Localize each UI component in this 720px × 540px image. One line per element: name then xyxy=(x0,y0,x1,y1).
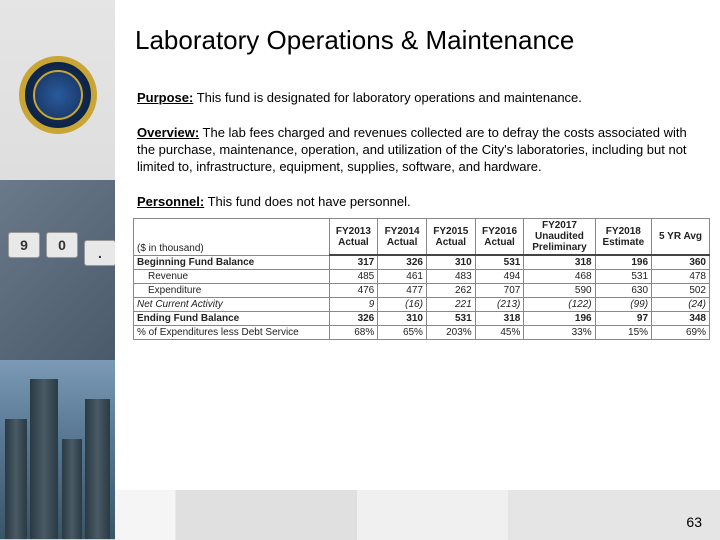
table-cell: 478 xyxy=(652,270,710,284)
table-cell: 360 xyxy=(652,255,710,270)
city-seal-icon xyxy=(19,56,97,134)
table-cell: 45% xyxy=(475,326,524,340)
table-row: Revenue485461483494468531478 xyxy=(134,270,710,284)
table-cell: 69% xyxy=(652,326,710,340)
table-row: Ending Fund Balance32631053131819697348 xyxy=(134,312,710,326)
table-cell: 15% xyxy=(595,326,651,340)
purpose-text: This fund is designated for laboratory o… xyxy=(193,90,582,105)
overview-label: Overview: xyxy=(137,125,199,140)
table-cell: (16) xyxy=(378,298,427,312)
table-cell: (24) xyxy=(652,298,710,312)
building-icon xyxy=(5,419,27,539)
overview-paragraph: Overview: The lab fees charged and reven… xyxy=(115,107,720,176)
table-cell: 203% xyxy=(426,326,475,340)
table-cell: 468 xyxy=(524,270,595,284)
table-cell: (122) xyxy=(524,298,595,312)
sidebar-image-skyline xyxy=(0,360,115,540)
calc-key-icon: 9 xyxy=(8,232,40,258)
sidebar-image-calculator: 90. xyxy=(0,180,115,360)
table-col-header: FY2014Actual xyxy=(378,219,427,256)
personnel-text: This fund does not have personnel. xyxy=(204,194,410,209)
table-col-header: FY2013Actual xyxy=(329,219,378,256)
table-row-label: % of Expenditures less Debt Service xyxy=(134,326,330,340)
table-cell: 483 xyxy=(426,270,475,284)
calc-key-icon: 0 xyxy=(46,232,78,258)
table-cell: 262 xyxy=(426,284,475,298)
table-cell: 590 xyxy=(524,284,595,298)
footer-bar xyxy=(115,490,720,540)
table-cell: 630 xyxy=(595,284,651,298)
table-cell: 68% xyxy=(329,326,378,340)
sidebar-image-seal xyxy=(0,0,115,180)
table-cell: 196 xyxy=(524,312,595,326)
table-cell: (213) xyxy=(475,298,524,312)
table-row: Beginning Fund Balance317326310531318196… xyxy=(134,255,710,270)
table-cell: 494 xyxy=(475,270,524,284)
table-col-header: FY2018Estimate xyxy=(595,219,651,256)
table-cell: 196 xyxy=(595,255,651,270)
table-cell: 310 xyxy=(426,255,475,270)
table-row-label: Beginning Fund Balance xyxy=(134,255,330,270)
table-col-header: FY2015Actual xyxy=(426,219,475,256)
table-col-header: FY2017UnauditedPreliminary xyxy=(524,219,595,256)
table-cell: 461 xyxy=(378,270,427,284)
fund-table: ($ in thousand)FY2013ActualFY2014ActualF… xyxy=(133,218,710,340)
table-cell: 326 xyxy=(329,312,378,326)
table-row: % of Expenditures less Debt Service68%65… xyxy=(134,326,710,340)
table-col-header: FY2016Actual xyxy=(475,219,524,256)
table-cell: 9 xyxy=(329,298,378,312)
table-cell: 310 xyxy=(378,312,427,326)
table-cell: 707 xyxy=(475,284,524,298)
fund-table-wrap: ($ in thousand)FY2013ActualFY2014ActualF… xyxy=(115,210,720,340)
table-cell: 531 xyxy=(595,270,651,284)
title-band: Laboratory Operations & Maintenance xyxy=(115,0,720,80)
table-cell: 221 xyxy=(426,298,475,312)
table-cell: 326 xyxy=(378,255,427,270)
building-icon xyxy=(30,379,58,539)
table-cell: 477 xyxy=(378,284,427,298)
main-content: Laboratory Operations & Maintenance Purp… xyxy=(115,0,720,540)
building-icon xyxy=(85,399,110,539)
table-cell: 476 xyxy=(329,284,378,298)
table-cell: (99) xyxy=(595,298,651,312)
personnel-paragraph: Personnel: This fund does not have perso… xyxy=(115,176,720,211)
calc-key-icon: . xyxy=(84,240,115,266)
table-cell: 318 xyxy=(475,312,524,326)
table-row-label: Ending Fund Balance xyxy=(134,312,330,326)
table-cell: 502 xyxy=(652,284,710,298)
table-cell: 317 xyxy=(329,255,378,270)
table-stub-header: ($ in thousand) xyxy=(134,219,330,256)
purpose-paragraph: Purpose: This fund is designated for lab… xyxy=(115,80,720,107)
table-row: Expenditure476477262707590630502 xyxy=(134,284,710,298)
table-row-label: Revenue xyxy=(134,270,330,284)
sidebar: 90. xyxy=(0,0,115,540)
table-cell: 65% xyxy=(378,326,427,340)
table-cell: 97 xyxy=(595,312,651,326)
table-row: Net Current Activity9(16)221(213)(122)(9… xyxy=(134,298,710,312)
table-cell: 348 xyxy=(652,312,710,326)
page-title: Laboratory Operations & Maintenance xyxy=(135,25,574,56)
personnel-label: Personnel: xyxy=(137,194,204,209)
table-cell: 318 xyxy=(524,255,595,270)
overview-text: The lab fees charged and revenues collec… xyxy=(137,125,687,174)
table-cell: 531 xyxy=(475,255,524,270)
purpose-label: Purpose: xyxy=(137,90,193,105)
table-cell: 485 xyxy=(329,270,378,284)
page-number: 63 xyxy=(686,514,702,530)
building-icon xyxy=(62,439,82,539)
table-col-header: 5 YR Avg xyxy=(652,219,710,256)
table-row-label: Expenditure xyxy=(134,284,330,298)
table-row-label: Net Current Activity xyxy=(134,298,330,312)
table-cell: 531 xyxy=(426,312,475,326)
table-cell: 33% xyxy=(524,326,595,340)
